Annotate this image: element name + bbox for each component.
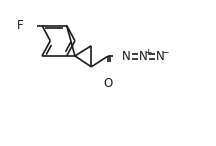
Text: −: −	[161, 48, 168, 57]
Text: F: F	[17, 19, 24, 32]
Text: N: N	[139, 50, 148, 63]
Text: N: N	[156, 50, 164, 63]
Text: O: O	[103, 77, 112, 89]
Text: N: N	[122, 50, 131, 63]
Text: +: +	[144, 48, 152, 57]
